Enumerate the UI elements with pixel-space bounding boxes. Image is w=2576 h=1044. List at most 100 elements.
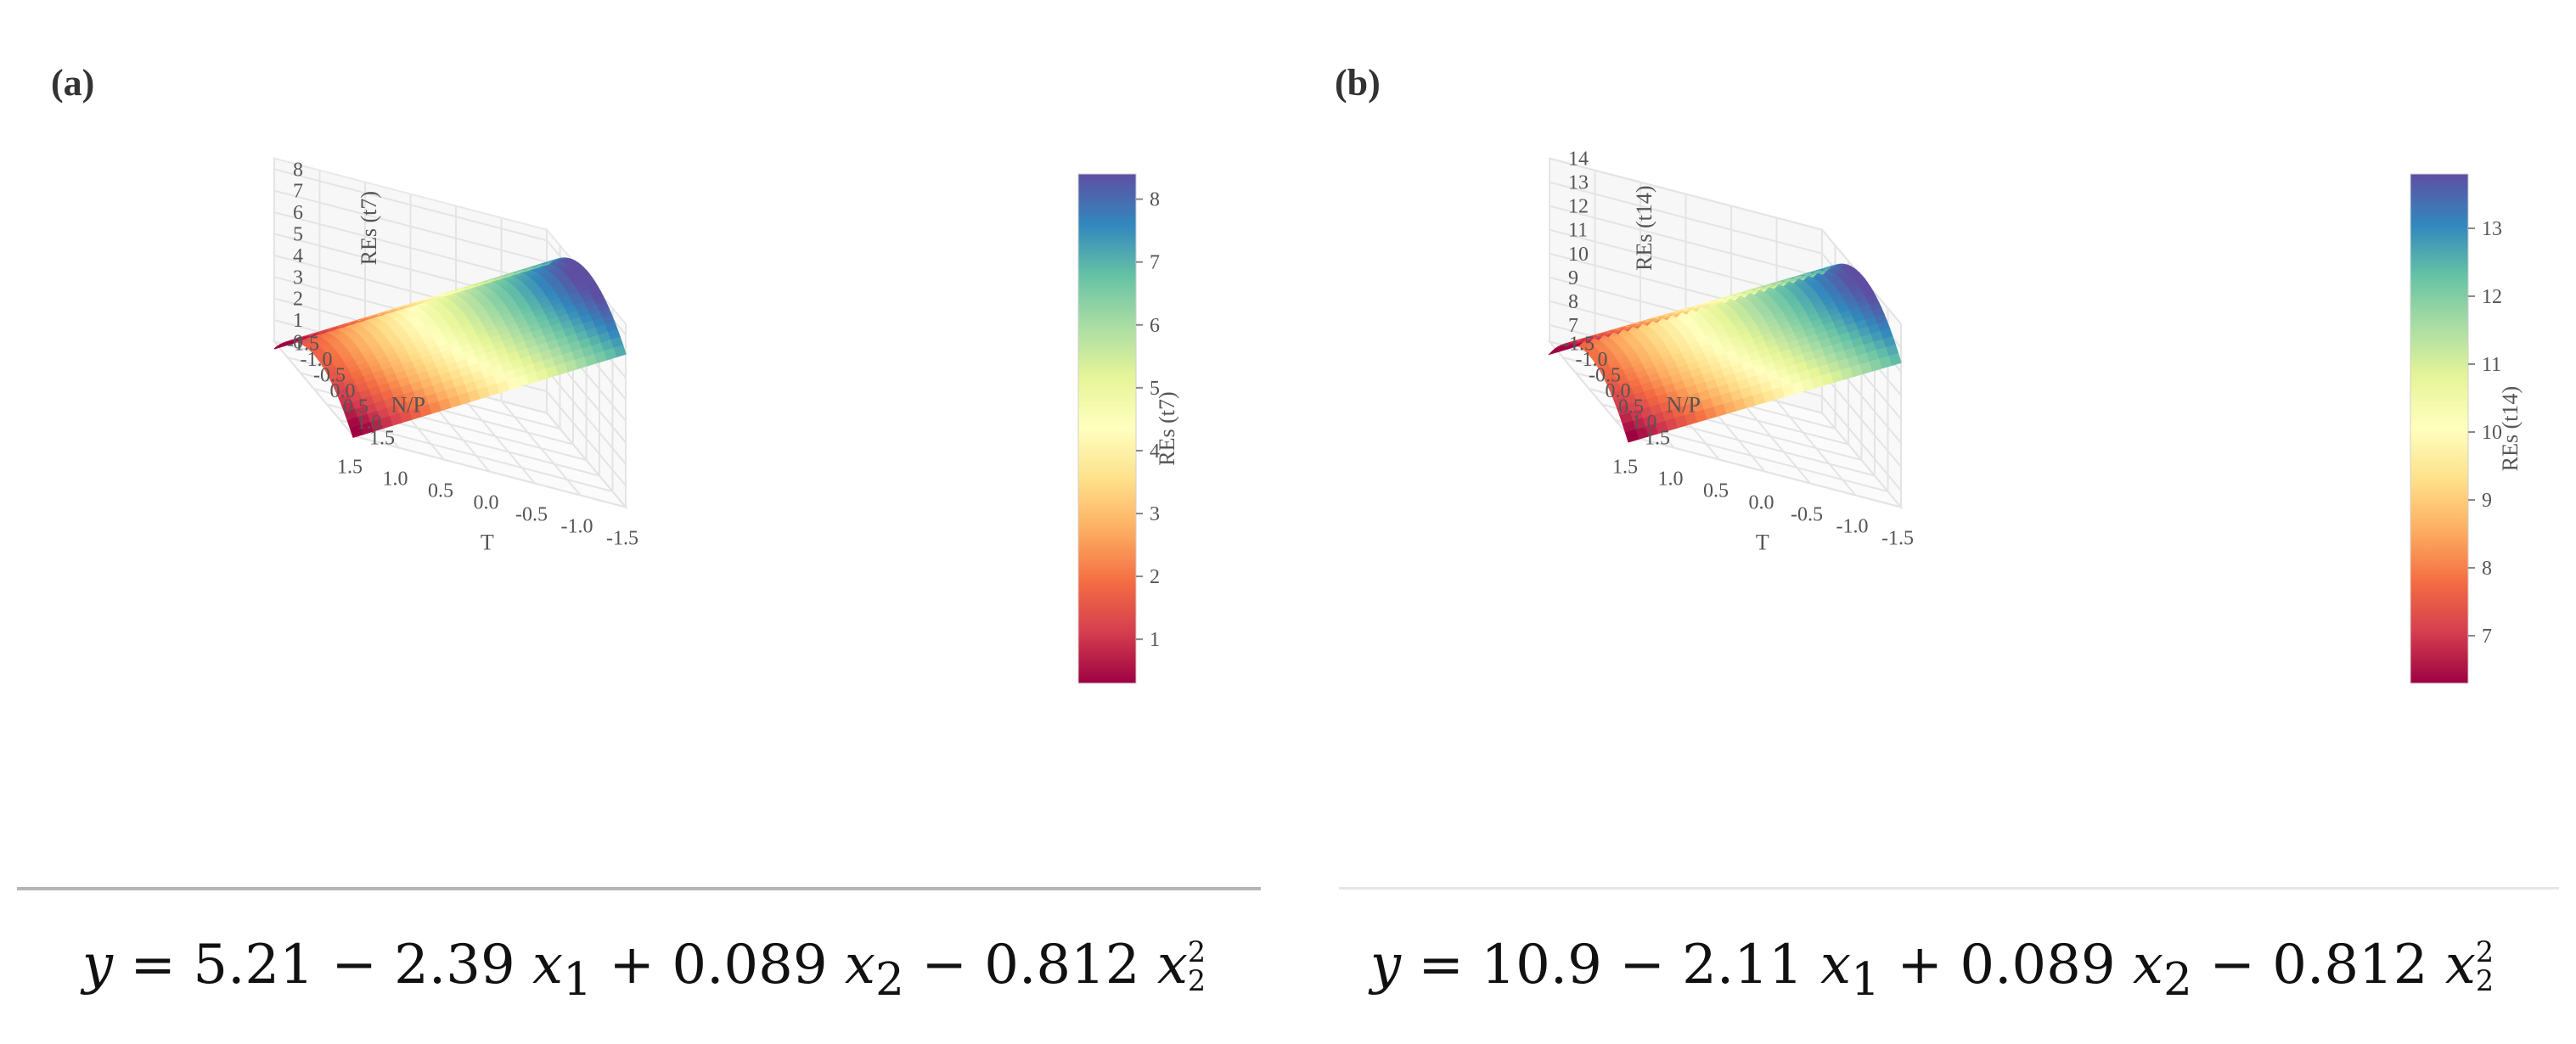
- colorbar-tick-label: 9: [2482, 490, 2492, 512]
- colorbar-tick-label: 8: [1150, 189, 1160, 211]
- panel-label: (b): [1335, 62, 1381, 104]
- colorbar-tick-label: 7: [2482, 626, 2492, 648]
- z-axis-title: REs (t14): [1632, 185, 1656, 270]
- colorbar: 1 2 3 4 5 6 7 8 REs (t7): [1077, 173, 1179, 684]
- y-tick-label: -1.0: [301, 349, 333, 371]
- x-tick-label: -1.5: [606, 528, 638, 550]
- z-tick-label: 8: [293, 159, 303, 181]
- equation-sup: 2: [2475, 935, 2494, 969]
- colorbar-title: REs (t14): [2498, 386, 2523, 471]
- equation-sup: 2: [1187, 935, 1206, 969]
- x-tick-label: 0.5: [1703, 480, 1729, 502]
- colorbar-tick-label: 3: [1150, 503, 1160, 525]
- x-tick-label: 1.5: [337, 457, 363, 479]
- z-tick-label: 3: [293, 267, 303, 289]
- colorbar-gradient: [1077, 173, 1137, 684]
- colorbar-tick-label: 10: [2482, 422, 2502, 444]
- surface-plot-b: -1.5-1.0-0.50.00.51.01.5-1.5-1.0-0.50.00…: [1335, 62, 2523, 684]
- z-axis-title: REs (t7): [357, 191, 381, 265]
- z-tick-label: 12: [1568, 196, 1589, 218]
- colorbar: 7 8 9 10 11 12 13 REs (t14): [2410, 173, 2523, 684]
- z-tick-label: 5: [293, 224, 303, 246]
- z-tick-label: 2: [293, 289, 303, 311]
- z-tick-label: 14: [1568, 149, 1589, 171]
- colorbar-title: REs (t7): [1155, 391, 1179, 465]
- y-tick-label: 0.0: [1606, 380, 1631, 402]
- x-tick-label: 0.0: [1749, 492, 1775, 514]
- x-tick-label: 0.0: [474, 492, 499, 514]
- chart-panel-a: -1.5 -1.0 -0.5 0.0 0.5 1.0 1.5 -1.5 -1.0 -0.5 0.0 0…: [0, 62, 1288, 1006]
- x-tick-label: -0.5: [515, 504, 548, 526]
- surface-plot-a: -1.5-1.0-0.50.00.51.01.5-1.5-1.0-0.50.00…: [51, 62, 1179, 684]
- y-tick-label: 1.5: [1645, 428, 1670, 450]
- equation-prefix: 𝑦 = 5.21 − 2.39 𝑥: [82, 934, 564, 996]
- colorbar-tick-label: 5: [1150, 378, 1160, 400]
- y-tick-label: -1.5: [287, 334, 319, 356]
- y-axis-title: N/P: [1666, 392, 1700, 417]
- surface-cell: [1547, 347, 1564, 356]
- colorbar-tick-label: 4: [1150, 441, 1160, 463]
- x-tick-label: -1.0: [561, 516, 593, 538]
- equation-mid: + 0.089 𝑥: [592, 934, 875, 996]
- equation-mid2: − 0.812 𝑥: [2191, 934, 2476, 996]
- axis-ticks: -1.5-1.0-0.50.00.51.01.5-1.5-1.0-0.50.00…: [287, 159, 638, 554]
- y-tick-label: 0.0: [330, 380, 356, 402]
- colorbar-tick-label: 7: [1150, 252, 1160, 274]
- equation-mid2: − 0.812 𝑥: [903, 934, 1188, 996]
- divider-line: [1339, 887, 2559, 890]
- z-tick-label: 4: [293, 245, 303, 267]
- z-tick-label: 7: [1568, 315, 1578, 337]
- x-axis-title: T: [481, 530, 494, 555]
- z-tick-label: 7: [293, 181, 303, 203]
- x-tick-label: 0.5: [428, 480, 453, 502]
- equation-sub: 2: [2163, 951, 2192, 1006]
- colorbar-tick-label: 2: [1150, 566, 1160, 588]
- equation-sub: 2: [2475, 963, 2494, 997]
- y-tick-label: -1.5: [1562, 334, 1595, 356]
- z-tick-label: 8: [1568, 291, 1578, 313]
- x-tick-label: -0.5: [1791, 504, 1823, 526]
- y-tick-label: 1.5: [369, 428, 395, 450]
- equation-prefix: 𝑦 = 10.9 − 2.11 𝑥: [1370, 934, 1852, 996]
- z-tick-label: 10: [1568, 244, 1589, 266]
- z-tick-label: 13: [1568, 172, 1589, 194]
- y-tick-label: 0.5: [1618, 396, 1644, 418]
- x-tick-label: 1.0: [383, 469, 408, 491]
- colorbar-gradient: [2410, 173, 2469, 684]
- x-tick-label: 1.5: [1612, 457, 1638, 479]
- divider-line: [17, 887, 1261, 890]
- x-axis-title: T: [1756, 530, 1769, 555]
- y-tick-label: 1.0: [1632, 412, 1657, 434]
- surface-cell: [1624, 429, 1640, 443]
- colorbar-tick-label: 1: [1150, 629, 1160, 651]
- equation-sub: 2: [875, 951, 904, 1006]
- colorbar-tick-label: 6: [1150, 315, 1160, 337]
- z-tick-label: 11: [1568, 220, 1588, 242]
- z-tick-label: 0: [293, 332, 303, 354]
- z-tick-label: 1: [293, 310, 303, 332]
- x-tick-label: -1.5: [1881, 528, 1914, 550]
- colorbar-tick-label: 8: [2482, 558, 2492, 580]
- equation-sub: 1: [1851, 951, 1881, 1006]
- y-tick-label: -1.0: [1576, 349, 1608, 371]
- x-tick-label: 1.0: [1658, 469, 1684, 491]
- equation-sub: 1: [563, 951, 593, 1006]
- chart-panel-b: -1.5 -1.0 -0.5 0.0 0.5 1.0 1.5 -1.5 -1.0 -0.5 0.0 0…: [1288, 0, 2576, 1044]
- response-surface: [273, 257, 627, 438]
- x-tick-label: -1.0: [1836, 516, 1869, 538]
- equation-mid: + 0.089 𝑥: [1880, 934, 2163, 996]
- y-tick-label: -0.5: [313, 365, 346, 387]
- surface-cell: [349, 424, 364, 438]
- colorbar-tick-label: 11: [2482, 354, 2501, 376]
- surface-cell: [273, 343, 288, 350]
- panel-label: (a): [51, 62, 94, 104]
- z-tick-label: 9: [1568, 267, 1578, 289]
- axis-ticks: -1.5-1.0-0.50.00.51.01.5-1.5-1.0-0.50.00…: [1562, 149, 1914, 555]
- colorbar-tick-label: 12: [2482, 286, 2502, 308]
- y-tick-label: 0.5: [343, 396, 368, 418]
- response-surface: [1547, 263, 1902, 443]
- colorbar-tick-label: 13: [2482, 218, 2502, 240]
- y-tick-label: -0.5: [1589, 365, 1621, 387]
